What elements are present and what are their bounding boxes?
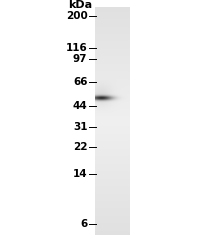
Text: 44: 44 (73, 101, 87, 111)
Text: 200: 200 (66, 11, 87, 21)
Text: 6: 6 (80, 219, 87, 229)
Text: 22: 22 (73, 142, 87, 152)
Text: kDa: kDa (68, 0, 92, 10)
Text: 31: 31 (73, 121, 87, 132)
Text: 116: 116 (66, 43, 87, 53)
Text: 97: 97 (73, 54, 87, 64)
Text: 66: 66 (73, 77, 87, 87)
Text: 14: 14 (73, 169, 87, 179)
